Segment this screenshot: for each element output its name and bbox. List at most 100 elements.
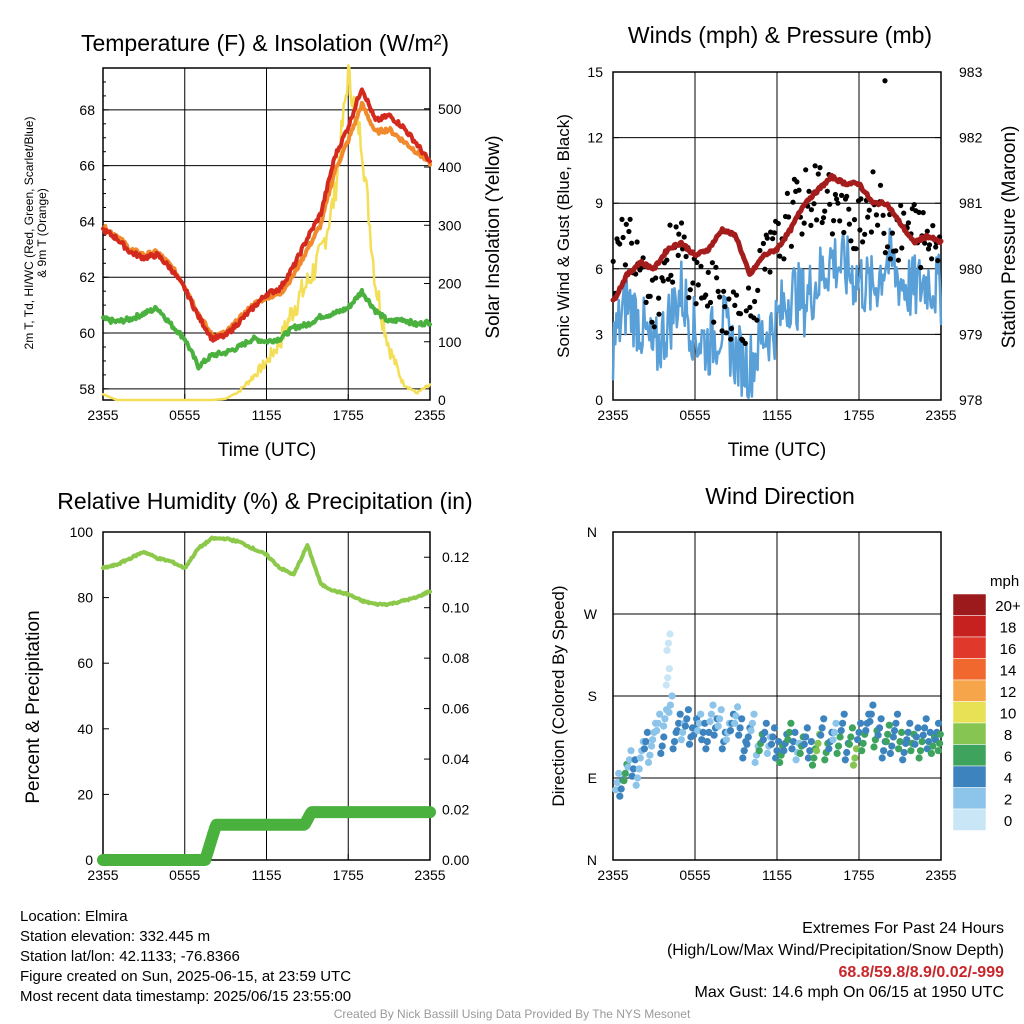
wind-gust-point [873,212,880,218]
dir-point [769,733,777,741]
wind-gust-point [837,218,843,224]
dir-point [670,738,679,746]
dir-point [643,728,652,737]
dir-point [830,728,839,737]
dir-xtick-label: 2355 [597,867,628,883]
rh-y2tick-label: 0.02 [442,802,469,818]
wind-gust-point [899,245,905,251]
dir-point [780,747,788,755]
dir-point [837,727,845,735]
wind-y2tick-label: 981 [959,195,983,211]
wind-gust-point [846,206,852,212]
dir-ytick-label: N [587,852,597,868]
wind-gust-point [831,218,837,224]
wind-gust-point [747,304,753,310]
dir-point [839,719,847,727]
dir-legend-label: 2 [1004,791,1012,808]
dir-point [661,715,669,723]
dir-point [664,674,672,682]
wind-gust-point [629,240,635,246]
dir-point [750,710,758,718]
extremes-gust: Max Gust: 14.6 mph On 06/15 at 1950 UTC [694,984,1005,1001]
wind-gust-point [784,190,791,196]
temp-ytick-label: 66 [79,158,95,174]
dir-point [836,733,844,741]
dir-point [919,731,927,739]
dir-point [829,736,837,744]
dir-legend-label: 18 [1000,619,1017,636]
dir-point [900,748,908,757]
dir-ytick-label: S [588,688,597,704]
dir-point [804,754,813,762]
wind-gust-point [868,229,875,235]
dir-point [834,742,843,750]
dir-point [716,715,724,723]
rh-y2tick-label: 0.00 [442,852,469,868]
rh-ytick-label: 60 [77,655,93,671]
dir-point [613,779,621,787]
dir-point [870,743,878,751]
dir-point [665,708,673,717]
wind-gust-point [796,187,802,193]
wind-gust-point [653,275,659,281]
wind-gust-point [610,258,616,264]
temp-ytick-label: 62 [79,269,95,285]
dir-point [685,740,694,748]
wind-gust-point [905,220,912,226]
dir-point [751,758,759,767]
wind-gust-point [693,301,699,307]
wind-gust-point [664,257,670,263]
wind-gust-point [839,192,845,198]
dir-point [791,728,799,737]
dir-point [677,736,685,744]
wind-gust-point [920,210,926,216]
dir-point [620,777,628,785]
dir-point [892,719,900,727]
wind-gust-point [829,231,836,237]
dir-point [878,754,886,762]
dir-point [847,733,855,741]
wind-gust-point [752,298,758,305]
dir-point [662,681,670,689]
dir-point [796,749,804,758]
dir-point [792,756,800,764]
dir-point [683,715,691,723]
dir-point [663,646,671,655]
wind-xtick-label: 0555 [679,407,710,423]
dir-point [888,742,896,750]
dir-point [934,747,942,755]
wind-gust-point [656,311,662,317]
dir-xtick-label: 2355 [925,867,956,883]
dir-point [647,742,656,750]
wind-gust-point [770,236,776,242]
rh-title: Relative Humidity (%) & Precipitation (i… [10,488,520,515]
wind-max-gust-point [882,78,888,84]
temp-ytick-label: 64 [79,213,95,229]
dir-point [912,733,921,741]
wind-gust-point [841,229,847,236]
temp-y2tick-label: 200 [438,276,462,292]
dir-point [884,730,892,738]
wind-gust-point [721,288,727,294]
dir-legend-swatch [952,679,987,702]
dir-point [625,756,634,764]
dir-point [629,765,638,773]
temp-y2tick-label: 100 [438,334,462,350]
wind-gust-point [926,242,933,248]
dir-point [859,739,867,748]
dir-point [802,733,810,741]
wind-gust-point [844,193,850,199]
dir-point [890,727,899,735]
info-location: Location: Elmira [20,908,128,925]
dir-point [921,724,929,732]
dir-point [845,740,854,748]
wind-gust-point [711,319,717,325]
dir-xtick-label: 1755 [843,867,874,883]
wind-gust-point [901,210,907,216]
wind-gust-point [819,219,825,226]
dir-point [636,754,644,762]
dir-point [740,747,748,755]
dir-legend-swatch [952,658,987,681]
dir-point [739,754,747,762]
dir-point [806,747,814,755]
